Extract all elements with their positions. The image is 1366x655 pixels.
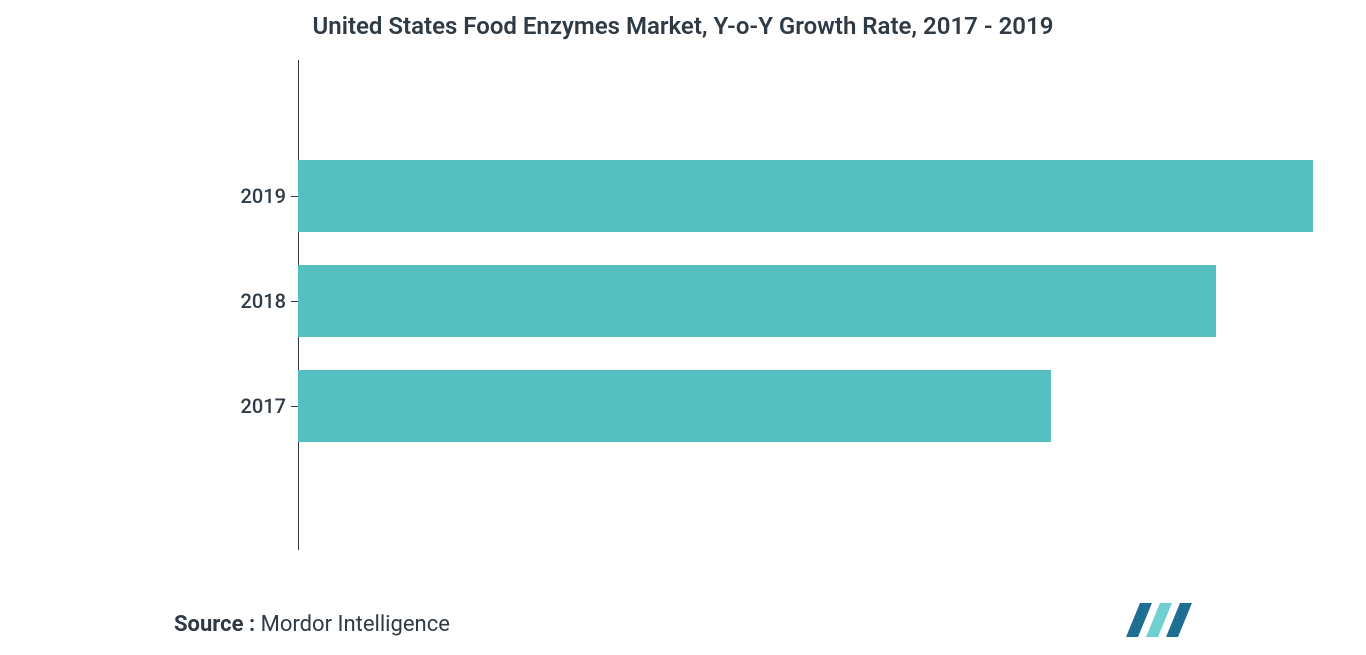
bar-2019 [298,160,1313,232]
bar-row-2017: 2017 [298,370,1051,442]
bar-row-2018: 2018 [298,265,1216,337]
source-line: Source : Mordor Intelligence [174,612,450,637]
chart-container: United States Food Enzymes Market, Y-o-Y… [0,0,1366,655]
y-tick-label-2017: 2017 [241,394,298,418]
bar-2017 [298,370,1051,442]
y-tick-mark-2019 [291,196,298,197]
bar-row-2019: 2019 [298,160,1313,232]
y-tick-label-2018: 2018 [241,289,298,313]
chart-title: United States Food Enzymes Market, Y-o-Y… [0,12,1366,40]
y-tick-mark-2018 [291,301,298,302]
mordor-logo-icon [1122,599,1194,645]
plot-area: 2019 2018 2017 [298,60,1313,550]
source-name: Mordor Intelligence [255,612,450,637]
bar-2018 [298,265,1216,337]
y-tick-mark-2017 [291,406,298,407]
source-label: Source : [174,612,255,637]
y-tick-label-2019: 2019 [241,184,298,208]
